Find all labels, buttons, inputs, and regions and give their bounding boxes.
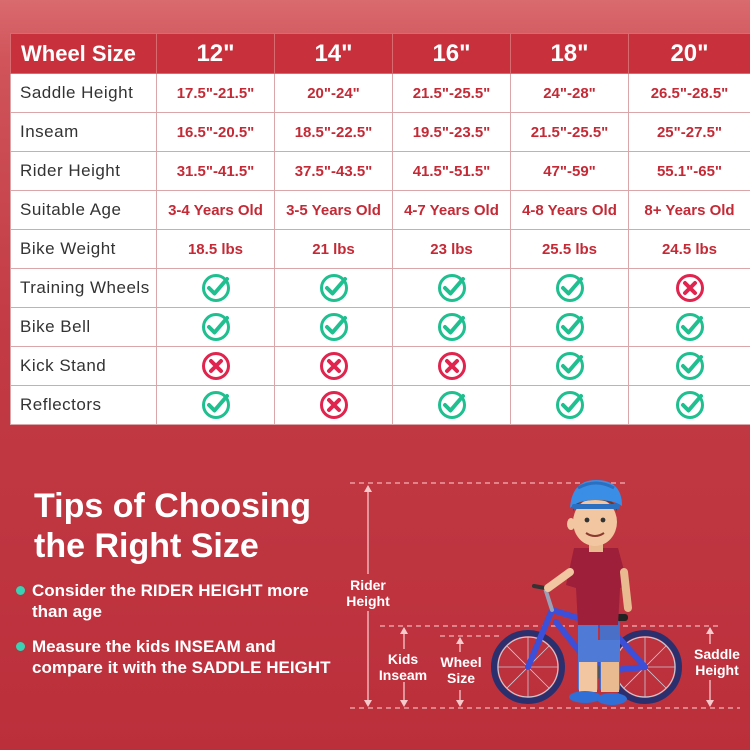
row-label-inseam: Inseam xyxy=(10,112,157,152)
table-cell: 17.5"-21.5" xyxy=(156,73,275,113)
table-cell xyxy=(274,346,393,386)
table-cell: 25.5 lbs xyxy=(510,229,629,269)
saddle-height-label: Saddle Height xyxy=(694,646,740,678)
check-circle-icon xyxy=(554,311,586,343)
check-circle-icon xyxy=(436,389,468,421)
table-cell: 24"-28" xyxy=(510,73,629,113)
table-cell: 41.5"-51.5" xyxy=(392,151,511,191)
table-row: Suitable Age 3-4 Years Old 3-5 Years Old… xyxy=(10,190,750,230)
check-circle-icon xyxy=(554,389,586,421)
check-circle-icon xyxy=(436,311,468,343)
kid-icon xyxy=(544,480,632,705)
table-cell xyxy=(156,346,275,386)
row-label-reflectors: Reflectors xyxy=(10,385,157,425)
wheel-size-label: Wheel Size xyxy=(440,654,482,686)
table-cell: 3-4 Years Old xyxy=(156,190,275,230)
table-cell: 23 lbs xyxy=(392,229,511,269)
table-cell xyxy=(628,268,750,308)
table-row: Saddle Height 17.5"-21.5" 20"-24" 21.5"-… xyxy=(10,73,750,113)
table-cell xyxy=(156,268,275,308)
wheel-size-header: Wheel Size xyxy=(10,33,157,74)
cross-circle-icon xyxy=(674,272,706,304)
size-header: 12" xyxy=(156,33,275,74)
row-label-saddle-height: Saddle Height xyxy=(10,73,157,113)
table-cell: 21.5"-25.5" xyxy=(510,112,629,152)
row-label-suitable-age: Suitable Age xyxy=(10,190,157,230)
row-label-bike-bell: Bike Bell xyxy=(10,307,157,347)
table-header-row: Wheel Size 12" 14" 16" 18" 20" xyxy=(10,33,750,74)
table-cell xyxy=(274,268,393,308)
rider-height-label: Rider Height xyxy=(346,577,390,609)
cross-circle-icon xyxy=(200,350,232,382)
check-circle-icon xyxy=(200,311,232,343)
table-cell: 16.5"-20.5" xyxy=(156,112,275,152)
table-row: Kick Stand xyxy=(10,346,750,386)
tip-text: Consider the RIDER HEIGHT more than age xyxy=(32,581,309,621)
measurement-guides xyxy=(350,482,740,709)
cross-circle-icon xyxy=(436,350,468,382)
size-header: 18" xyxy=(510,33,629,74)
table-cell: 55.1"-65" xyxy=(628,151,750,191)
table-cell: 20"-24" xyxy=(274,73,393,113)
table-cell xyxy=(274,385,393,425)
table-cell: 18.5 lbs xyxy=(156,229,275,269)
size-header: 20" xyxy=(628,33,750,74)
table-row: Bike Weight 18.5 lbs 21 lbs 23 lbs 25.5 … xyxy=(10,229,750,269)
check-circle-icon xyxy=(200,389,232,421)
table-cell xyxy=(392,346,511,386)
cross-circle-icon xyxy=(318,389,350,421)
table-cell: 18.5"-22.5" xyxy=(274,112,393,152)
check-circle-icon xyxy=(674,350,706,382)
measure-arrows xyxy=(367,486,711,705)
check-circle-icon xyxy=(554,272,586,304)
row-label-bike-weight: Bike Weight xyxy=(10,229,157,269)
check-circle-icon xyxy=(436,272,468,304)
table-cell: 8+ Years Old xyxy=(628,190,750,230)
tips-heading-line: Tips of Choosing xyxy=(34,487,312,525)
kids-inseam-label: Kids Inseam xyxy=(378,651,428,683)
check-circle-icon xyxy=(674,311,706,343)
table-cell xyxy=(628,385,750,425)
tip-text: Measure the kids INSEAM and compare it w… xyxy=(32,637,331,677)
tips-heading-line: the Right Size xyxy=(34,527,259,565)
table-cell xyxy=(156,307,275,347)
table-cell xyxy=(392,268,511,308)
bullet-dot-icon xyxy=(16,642,25,651)
table-cell: 4-7 Years Old xyxy=(392,190,511,230)
check-circle-icon xyxy=(318,272,350,304)
tip-item: Measure the kids INSEAM and compare it w… xyxy=(16,636,336,678)
table-cell: 37.5"-43.5" xyxy=(274,151,393,191)
table-row: Reflectors xyxy=(10,385,750,425)
check-circle-icon xyxy=(318,311,350,343)
cross-circle-icon xyxy=(318,350,350,382)
table-row: Inseam 16.5"-20.5" 18.5"-22.5" 19.5"-23.… xyxy=(10,112,750,152)
table-cell xyxy=(274,307,393,347)
table-cell xyxy=(392,385,511,425)
check-circle-icon xyxy=(554,350,586,382)
size-header: 14" xyxy=(274,33,393,74)
table-cell: 24.5 lbs xyxy=(628,229,750,269)
table-cell: 26.5"-28.5" xyxy=(628,73,750,113)
tip-item: Consider the RIDER HEIGHT more than age xyxy=(16,580,336,622)
table-cell xyxy=(510,268,629,308)
bullet-dot-icon xyxy=(16,586,25,595)
size-table: Wheel Size 12" 14" 16" 18" 20" Saddle He… xyxy=(10,33,750,425)
arrow-heads xyxy=(364,485,714,707)
check-circle-icon xyxy=(200,272,232,304)
check-circle-icon xyxy=(674,389,706,421)
tips-heading: Tips of Choosing the Right Size xyxy=(34,486,364,566)
table-row: Bike Bell xyxy=(10,307,750,347)
